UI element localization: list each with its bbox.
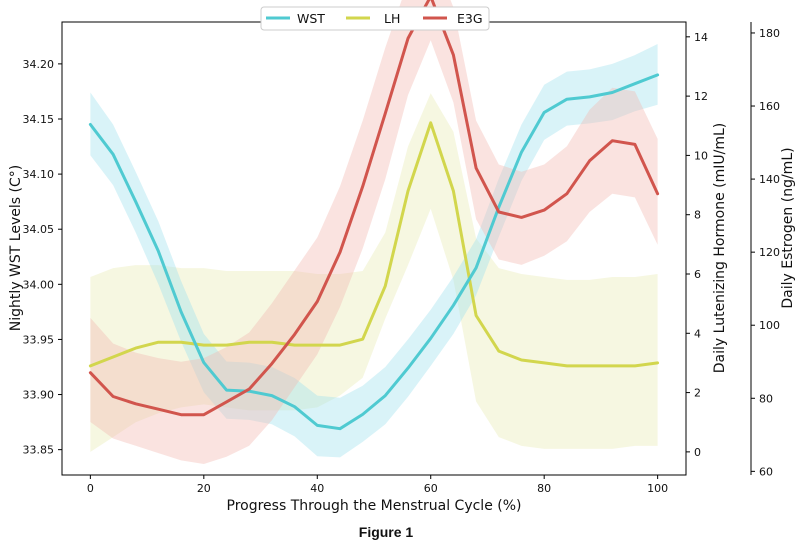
lh-tick-label: 14 — [694, 31, 708, 44]
legend-frame — [260, 6, 490, 31]
x-tick-label: 100 — [647, 482, 668, 495]
wst-tick-label: 34.00 — [23, 278, 55, 291]
lh-tick-label: 0 — [694, 446, 701, 459]
e3g-tick-label: 180 — [759, 27, 780, 40]
lh-tick-label: 6 — [694, 268, 701, 281]
x-tick-label: 80 — [537, 482, 551, 495]
e3g-confidence-band — [90, 0, 658, 464]
legend-label-lh: LH — [384, 11, 400, 26]
lh-tick-label: 10 — [694, 149, 708, 162]
lh-tick-label: 8 — [694, 209, 701, 222]
legend-label-wst: WST — [297, 11, 325, 26]
e3g-tick-label: 100 — [759, 319, 780, 332]
wst-confidence-band — [90, 44, 658, 458]
x-axis-label: Progress Through the Menstrual Cycle (%) — [227, 498, 522, 514]
e3g-tick-label: 160 — [759, 100, 780, 113]
lh-confidence-band — [90, 93, 658, 452]
e3g-series-line — [88, 0, 660, 417]
x-tick-label: 60 — [424, 482, 438, 495]
wst-tick-label: 33.85 — [23, 444, 55, 457]
legend-label-e3g: E3G — [457, 11, 483, 26]
x-tick-label: 0 — [87, 482, 94, 495]
wst-tick-label: 34.20 — [23, 58, 55, 71]
legend: WST LH E3G — [260, 6, 490, 31]
series-lines — [88, 0, 660, 431]
e3g-axis-label: Daily Estrogen (ng/mL) — [780, 147, 796, 308]
wst-axis-label: Nightly WST Levels (C°) — [8, 165, 24, 331]
lh-tick-label: 2 — [694, 387, 701, 400]
lh-tick-label: 4 — [694, 327, 701, 340]
lh-axis-label: Daily Lutenizing Hormone (mIU/mL) — [712, 123, 728, 373]
e3g-tick-label: 60 — [759, 465, 773, 478]
wst-tick-label: 33.90 — [23, 389, 55, 402]
e3g-tick-label: 140 — [759, 173, 780, 186]
e3g-tick-label: 120 — [759, 246, 780, 259]
lh-tick-label: 12 — [694, 90, 708, 103]
x-tick-label: 40 — [310, 482, 324, 495]
lh-series-line — [88, 121, 660, 368]
e3g-tick-label: 80 — [759, 392, 773, 405]
figure-caption: Figure 1 — [358, 524, 414, 540]
wst-tick-label: 34.10 — [23, 168, 55, 181]
wst-tick-label: 34.05 — [23, 223, 55, 236]
wst-tick-label: 33.95 — [23, 333, 55, 346]
wst-series-line — [88, 73, 660, 431]
wst-tick-label: 34.15 — [23, 113, 55, 126]
confidence-bands — [90, 0, 658, 464]
x-tick-label: 20 — [197, 482, 211, 495]
axis-ticks: 0 20 40 60 80 10033.8533.9033.9534.0034.0534.… — [23, 27, 781, 495]
